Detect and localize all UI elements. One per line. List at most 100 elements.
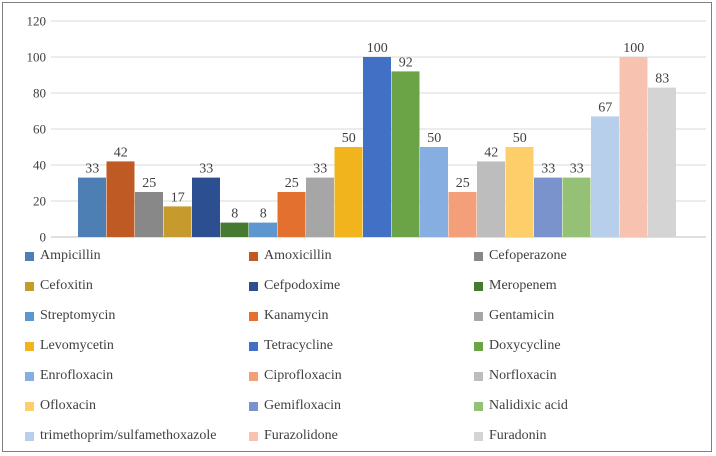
data-label: 67 — [598, 100, 612, 115]
y-tick-label: 60 — [33, 122, 46, 137]
legend-item: Norfloxacin — [474, 366, 557, 386]
legend-item: Amoxicillin — [249, 246, 332, 266]
legend-label: Furadonin — [489, 428, 547, 443]
legend-swatch — [249, 311, 258, 321]
bar-streptomycin — [249, 222, 277, 237]
data-label: 8 — [260, 207, 267, 222]
legend-swatch — [474, 341, 483, 351]
data-label: 33 — [313, 162, 327, 177]
data-label: 83 — [655, 72, 669, 87]
data-label: 8 — [231, 207, 238, 222]
legend-swatch — [249, 371, 258, 381]
legend-item: Enrofloxacin — [25, 366, 113, 386]
legend-label: Enrofloxacin — [40, 368, 114, 383]
legend-item: Meropenem — [474, 276, 557, 296]
bar-ofloxacin — [505, 147, 534, 237]
legend-label: Furazolidone — [264, 428, 338, 443]
legend-label: Tetracycline — [264, 338, 333, 353]
legend-swatch — [249, 251, 258, 261]
bar-levomycetin — [334, 147, 363, 237]
legend-item: Cefoperazone — [474, 246, 567, 266]
legend-swatch — [249, 401, 258, 411]
bar-norfloxacin — [477, 161, 505, 237]
y-tick-label: 20 — [33, 194, 46, 209]
bar-ciprofloxacin — [448, 192, 477, 237]
legend-label: Gemifloxacin — [264, 398, 341, 413]
data-label: 25 — [285, 176, 299, 191]
legend-label: Meropenem — [489, 278, 557, 293]
legend-swatch — [25, 401, 34, 411]
legend-label: Kanamycin — [264, 308, 329, 323]
bar-nalidixic-acid — [562, 177, 591, 237]
legend-label: Doxycycline — [489, 338, 561, 353]
data-label: 50 — [513, 131, 527, 146]
bar-furadonin — [648, 87, 676, 237]
bar-meropenem — [220, 222, 249, 237]
legend-swatch — [25, 431, 34, 441]
y-tick-label: 0 — [40, 230, 47, 245]
legend-label: Ampicillin — [40, 248, 101, 263]
legend-swatch — [249, 281, 258, 291]
data-label: 100 — [367, 41, 388, 56]
legend-item: Ofloxacin — [25, 396, 96, 416]
data-label: 25 — [456, 176, 470, 191]
legend-label: Streptomycin — [40, 308, 116, 323]
legend-label: Nalidixic acid — [489, 398, 568, 413]
data-label: 25 — [142, 176, 156, 191]
data-label: 100 — [623, 41, 644, 56]
legend-item: Cefpodoxime — [249, 276, 340, 296]
bar-kanamycin — [277, 192, 306, 237]
legend-item: Ampicillin — [25, 246, 101, 266]
legend-item: Levomycetin — [25, 336, 114, 356]
legend-swatch — [25, 311, 34, 321]
bar-enrofloxacin — [420, 147, 448, 237]
data-label: 33 — [570, 162, 584, 177]
bar-furazolidone — [619, 57, 648, 237]
legend-label: trimethoprim/sulfamethoxazole — [40, 428, 217, 443]
data-label: 50 — [427, 131, 441, 146]
legend-item: Doxycycline — [474, 336, 561, 356]
legend-swatch — [25, 281, 34, 291]
bar-gemifloxacin — [534, 177, 562, 237]
legend-swatch — [25, 371, 34, 381]
legend-swatch — [474, 401, 483, 411]
legend-item: Ciprofloxacin — [249, 366, 342, 386]
legend-label: Cefoxitin — [40, 278, 93, 293]
legend-swatch — [474, 311, 483, 321]
legend-swatch — [474, 281, 483, 291]
data-label: 42 — [114, 145, 128, 160]
bar-ampicillin — [78, 177, 106, 237]
legend-label: Gentamicin — [489, 308, 555, 323]
legend-swatch — [474, 251, 483, 261]
legend-item: Kanamycin — [249, 306, 329, 326]
data-label: 33 — [541, 162, 555, 177]
legend-item: Streptomycin — [25, 306, 115, 326]
bar-doxycycline — [391, 71, 420, 238]
legend-swatch — [25, 251, 34, 261]
legend-label: Ciprofloxacin — [264, 368, 342, 383]
bar-gentamicin — [306, 177, 334, 237]
legend-label: Cefpodoxime — [264, 278, 341, 293]
legend-item: trimethoprim/sulfamethoxazole — [25, 426, 217, 446]
legend-item: Nalidixic acid — [474, 396, 568, 416]
legend-item: Furazolidone — [249, 426, 338, 446]
legend-item: Cefoxitin — [25, 276, 93, 296]
y-tick-label: 120 — [27, 14, 47, 29]
bar-trimethoprim-sulfamethoxazole — [591, 116, 619, 237]
y-tick-label: 40 — [33, 158, 46, 173]
legend-item: Gentamicin — [474, 306, 554, 326]
bar-tetracycline — [363, 57, 391, 237]
legend-label: Amoxicillin — [264, 248, 332, 263]
legend-label: Norfloxacin — [489, 368, 557, 383]
legend-label: Ofloxacin — [40, 398, 96, 413]
bar-cefoperazone — [135, 192, 163, 237]
bar-chart: 0 20 40 60 80 100 120 33 42 25 17 33 8 8 25 33 50 100 92 5… — [27, 14, 706, 245]
data-label: 33 — [85, 162, 99, 177]
bar-cefoxitin — [163, 206, 192, 237]
data-label: 33 — [199, 162, 213, 177]
legend-swatch — [25, 341, 34, 351]
legend-swatch — [474, 431, 483, 441]
legend-label: Cefoperazone — [489, 248, 567, 263]
legend-item: Furadonin — [474, 426, 547, 446]
bars — [78, 57, 676, 238]
